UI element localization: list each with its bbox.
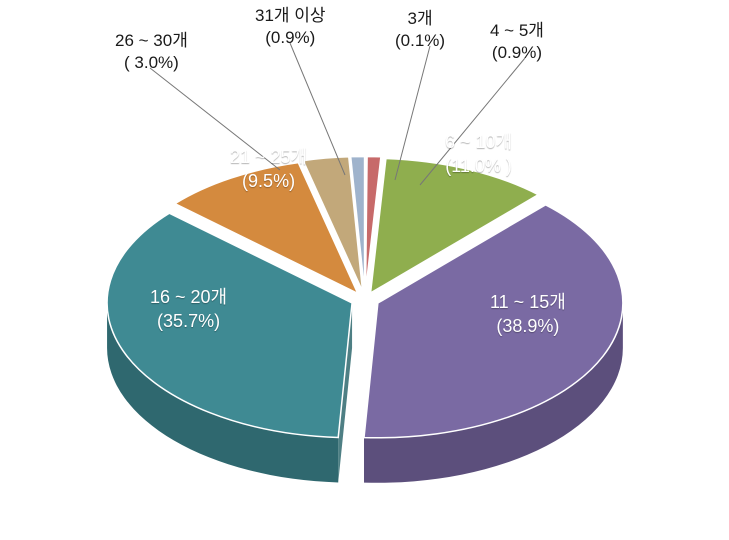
slice-label-name: 21 ~ 25개 bbox=[230, 147, 307, 167]
callout-pct: (0.9%) bbox=[265, 28, 315, 47]
slice-label-pct: (9.5%) bbox=[242, 171, 295, 191]
slice-label: 21 ~ 25개 (9.5%) bbox=[230, 145, 307, 194]
slice-label: 6 ~ 10개 (11.0% ) bbox=[445, 130, 512, 179]
slice-label: 16 ~ 20개 (35.7%) bbox=[150, 285, 227, 334]
callout-label: 4 ~ 5개 (0.9%) bbox=[490, 20, 544, 64]
pie-chart-3d: 3개 (0.1%) 4 ~ 5개 (0.9%) 6 ~ 10개 (11.0% ) 11 ~ … bbox=[0, 0, 729, 535]
callout-name: 4 ~ 5개 bbox=[490, 21, 544, 40]
callout-label: 3개 (0.1%) bbox=[395, 8, 445, 52]
callout-label: 31개 이상 (0.9%) bbox=[255, 5, 326, 49]
callout-pct: ( 3.0%) bbox=[124, 53, 179, 72]
callout-pct: (0.9%) bbox=[492, 43, 542, 62]
slice-label: 11 ~ 15개 (38.9%) bbox=[490, 290, 566, 339]
slice-label-name: 11 ~ 15개 bbox=[490, 292, 566, 312]
slice-label-pct: (38.9%) bbox=[496, 316, 559, 336]
callout-label: 26 ~ 30개 ( 3.0%) bbox=[115, 30, 188, 74]
callout-name: 3개 bbox=[407, 9, 432, 28]
slice-label-pct: (35.7%) bbox=[157, 311, 220, 331]
slice-label-pct: (11.0% ) bbox=[445, 156, 512, 176]
callout-name: 26 ~ 30개 bbox=[115, 31, 188, 50]
pie-svg bbox=[0, 0, 729, 535]
callout-pct: (0.1%) bbox=[395, 31, 445, 50]
slice-label-name: 16 ~ 20개 bbox=[150, 287, 227, 307]
callout-name: 31개 이상 bbox=[255, 6, 326, 25]
slice-label-name: 6 ~ 10개 bbox=[445, 132, 512, 152]
